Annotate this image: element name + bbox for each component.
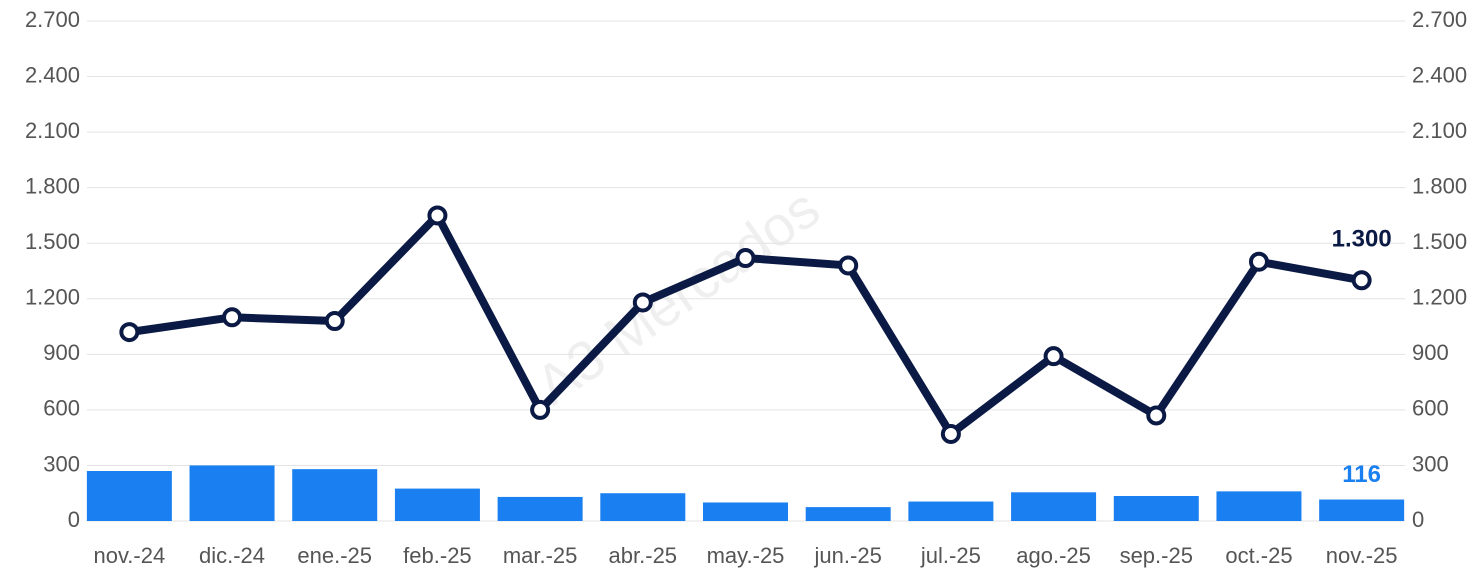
line-marker	[735, 248, 756, 269]
line-marker	[632, 292, 653, 313]
line-marker	[838, 255, 859, 276]
line-marker	[1351, 270, 1372, 291]
y2-tick-label: 600	[1412, 396, 1449, 421]
bar	[86, 471, 172, 521]
y2-tick-label: 1.500	[1412, 229, 1467, 254]
y2-tick-label: 2.400	[1412, 62, 1467, 87]
x-tick-label: feb.-25	[403, 543, 472, 568]
y-tick-label: 2.100	[25, 118, 80, 143]
bar	[600, 493, 686, 521]
bar	[1319, 499, 1405, 521]
y-tick-label: 0	[68, 507, 80, 532]
x-tick-label: abr.-25	[609, 543, 678, 568]
bar	[292, 469, 378, 521]
y-tick-label: 1.500	[25, 229, 80, 254]
x-tick-label: jun.-25	[814, 543, 882, 568]
line-marker	[530, 399, 551, 420]
x-tick-label: nov.-25	[1326, 543, 1398, 568]
bar	[189, 465, 275, 521]
y-tick-label: 300	[43, 451, 80, 476]
bar-value-label: 116	[1342, 461, 1381, 488]
bar	[497, 496, 583, 521]
y-tick-label: 600	[43, 396, 80, 421]
bar	[703, 502, 788, 521]
x-tick-label: oct.-25	[1225, 543, 1292, 568]
y2-tick-label: 2.100	[1412, 118, 1467, 143]
y2-tick-label: 1.200	[1412, 285, 1467, 310]
y-tick-label: 2.400	[25, 62, 80, 87]
bar	[908, 501, 994, 521]
y2-tick-label: 1.800	[1412, 173, 1467, 198]
x-tick-label: jul.-25	[920, 543, 981, 568]
line-marker	[119, 322, 140, 343]
x-tick-label: ene.-25	[297, 543, 372, 568]
y-tick-label: 1.200	[25, 285, 80, 310]
y-tick-label: 2.700	[25, 7, 80, 32]
bar	[394, 488, 480, 521]
line-marker	[940, 423, 961, 444]
y2-tick-label: 900	[1412, 340, 1449, 365]
x-tick-label: nov.-24	[93, 543, 165, 568]
x-tick-label: sep.-25	[1120, 543, 1193, 568]
bar	[1216, 491, 1302, 521]
y2-tick-label: 2.700	[1412, 7, 1467, 32]
line-marker	[222, 307, 243, 328]
y2-tick-label: 0	[1412, 507, 1424, 532]
y-tick-label: 1.800	[25, 173, 80, 198]
line-marker	[427, 205, 448, 226]
x-tick-label: dic.-24	[199, 543, 265, 568]
bar	[1011, 492, 1097, 521]
x-tick-label: ago.-25	[1016, 543, 1091, 568]
x-tick-label: mar.-25	[503, 543, 578, 568]
line-value-label: 1.300	[1332, 226, 1392, 253]
y2-tick-label: 300	[1412, 451, 1449, 476]
bar	[1113, 496, 1199, 521]
y-tick-label: 900	[43, 340, 80, 365]
line-marker	[1146, 405, 1167, 426]
line-marker	[1248, 251, 1269, 272]
bar	[805, 507, 891, 521]
x-tick-label: may.-25	[707, 543, 785, 568]
line-marker	[324, 311, 345, 331]
line-marker	[1043, 346, 1064, 367]
